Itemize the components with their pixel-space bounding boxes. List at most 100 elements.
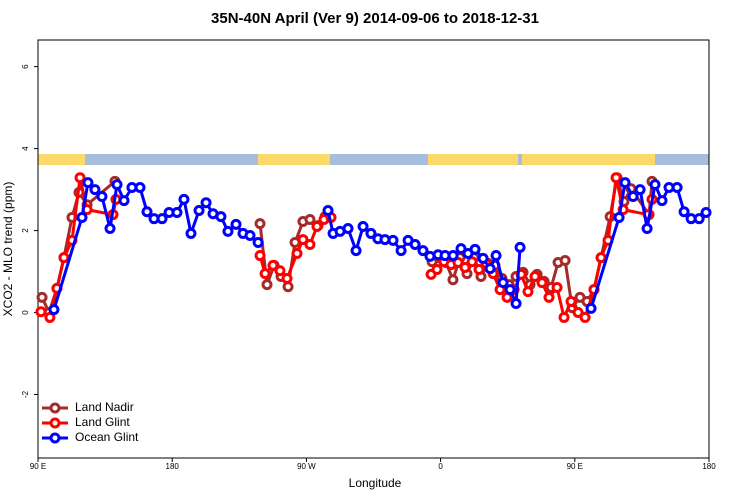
- land-band: [38, 154, 85, 165]
- point: [311, 220, 323, 232]
- point: [48, 304, 60, 316]
- point: [447, 250, 459, 262]
- y-tick-label: 2: [21, 228, 30, 233]
- point: [522, 286, 534, 298]
- series-line: [40, 177, 654, 323]
- legend-label: Ocean Glint: [75, 430, 139, 444]
- point: [387, 234, 399, 246]
- legend-marker: [49, 432, 61, 444]
- point: [350, 245, 362, 257]
- point: [678, 206, 690, 218]
- point: [490, 250, 502, 262]
- point: [274, 265, 286, 277]
- point: [304, 213, 316, 225]
- legend-marker: [49, 417, 61, 429]
- point: [35, 306, 47, 318]
- point: [365, 227, 377, 239]
- point: [281, 273, 293, 285]
- point: [551, 282, 563, 294]
- point: [118, 195, 130, 207]
- x-tick-label: 0: [438, 462, 443, 471]
- legend-marker: [49, 402, 61, 414]
- point: [529, 270, 541, 282]
- point: [82, 177, 94, 189]
- y-tick-label: 0: [21, 310, 30, 315]
- point: [693, 213, 705, 225]
- x-tick-label: 90 E: [30, 462, 46, 471]
- point: [89, 184, 101, 196]
- point: [222, 225, 234, 237]
- point: [572, 307, 584, 319]
- point: [76, 211, 88, 223]
- plot-frame: [37, 39, 710, 459]
- point: [641, 223, 653, 235]
- point: [342, 223, 354, 235]
- point: [559, 254, 571, 266]
- point: [619, 177, 631, 189]
- point: [261, 279, 273, 291]
- point: [254, 250, 266, 262]
- point: [36, 291, 48, 303]
- y-tick-label: 4: [21, 146, 30, 151]
- point: [244, 229, 256, 241]
- point: [252, 236, 264, 248]
- point: [595, 252, 607, 264]
- point: [504, 284, 516, 296]
- point: [395, 245, 407, 257]
- point: [96, 191, 108, 203]
- point: [58, 252, 70, 264]
- point: [291, 248, 303, 260]
- point: [357, 220, 369, 232]
- land-band: [258, 154, 330, 165]
- point: [700, 207, 712, 219]
- point: [477, 252, 489, 264]
- point: [671, 182, 683, 194]
- point: [111, 179, 123, 191]
- x-tick-label: 90 E: [567, 462, 583, 471]
- point: [267, 259, 279, 271]
- series-line: [52, 178, 708, 311]
- point: [579, 311, 591, 323]
- point: [610, 172, 622, 184]
- legend-label: Land Glint: [75, 415, 130, 429]
- point: [543, 291, 555, 303]
- y-tick-label: 6: [21, 64, 30, 69]
- x-tick-label: 180: [702, 462, 716, 471]
- point: [634, 184, 646, 196]
- point: [484, 263, 496, 275]
- point: [473, 263, 485, 275]
- point: [459, 261, 471, 273]
- point: [304, 238, 316, 250]
- point: [452, 257, 464, 269]
- point: [200, 197, 212, 209]
- point: [585, 302, 597, 314]
- point: [649, 179, 661, 191]
- point: [322, 204, 334, 216]
- land-band: [428, 154, 518, 165]
- point: [613, 211, 625, 223]
- point: [259, 268, 271, 280]
- land-band: [522, 154, 655, 165]
- land-ocean-band: [38, 154, 709, 165]
- point: [44, 311, 56, 323]
- point: [156, 213, 168, 225]
- x-axis-label: Longitude: [349, 476, 402, 490]
- point: [193, 204, 205, 216]
- point: [254, 218, 266, 230]
- point: [447, 274, 459, 286]
- point: [431, 263, 443, 275]
- point: [497, 277, 509, 289]
- y-tick-label: -2: [21, 390, 30, 398]
- point: [185, 227, 197, 239]
- point: [230, 218, 242, 230]
- point: [134, 182, 146, 194]
- y-axis-label: XCO2 - MLO trend (ppm): [1, 182, 15, 317]
- x-tick-label: 180: [166, 462, 180, 471]
- point: [514, 241, 526, 253]
- x-tick-label: 90 W: [297, 462, 316, 471]
- point: [171, 207, 183, 219]
- point: [178, 193, 190, 205]
- point: [297, 234, 309, 246]
- point: [141, 206, 153, 218]
